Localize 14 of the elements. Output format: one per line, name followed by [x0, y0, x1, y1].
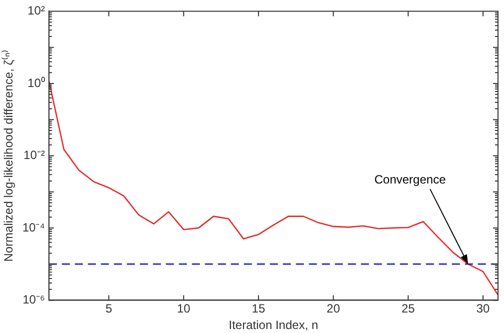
y-tick-label: 10⁰ [28, 76, 45, 90]
annotation: Convergence [374, 172, 446, 186]
x-tick-label: 30 [476, 302, 490, 316]
y-axis-title: Normalized log-likelihood difference, ζ⁽ⁿ⁾ [2, 50, 16, 262]
y-tick-label: 10⁻⁴ [22, 220, 45, 234]
x-tick-label: 25 [402, 302, 416, 316]
x-tick-label: 5 [105, 302, 112, 316]
y-tick-label: 10² [28, 4, 45, 18]
y-tick-label: 10⁻² [24, 148, 45, 162]
x-axis-title: Iteration Index, n [228, 318, 318, 332]
x-tick-label: 15 [252, 302, 266, 316]
x-tick-label: 20 [326, 302, 340, 316]
y-tick-label: 10⁻⁶ [22, 292, 45, 307]
x-tick-label: 10 [176, 302, 191, 316]
